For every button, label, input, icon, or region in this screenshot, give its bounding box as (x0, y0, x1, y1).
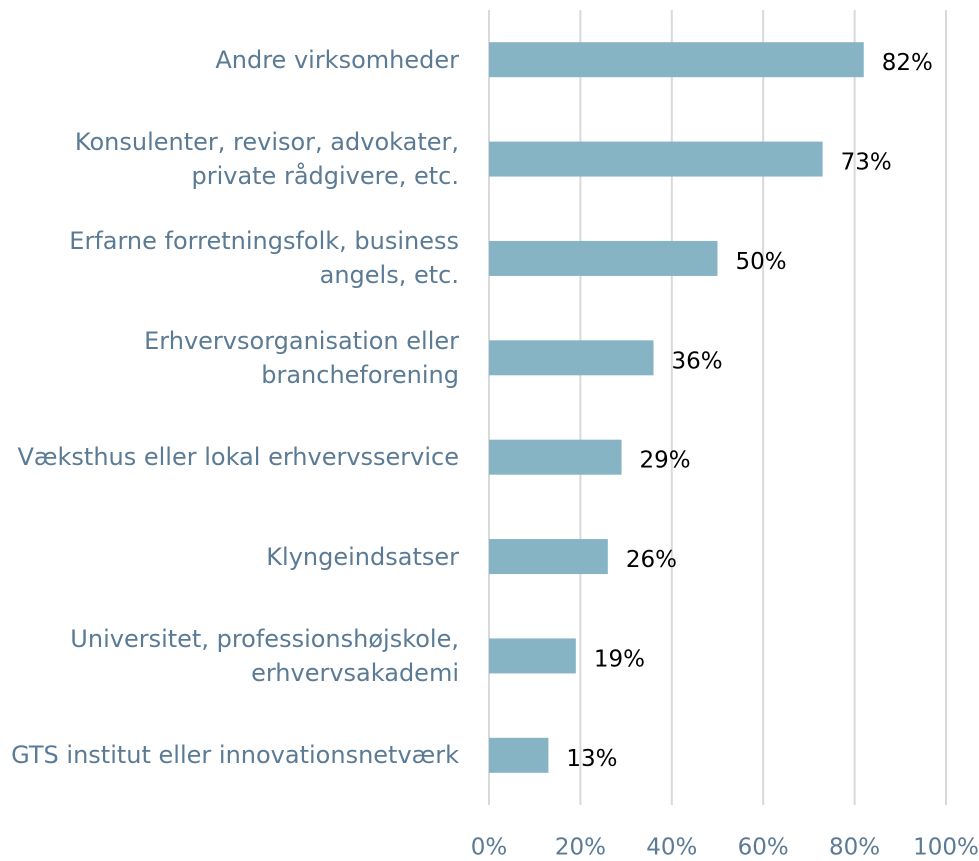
data-label: 13% (566, 746, 617, 772)
y-tick-label: Erfarne forretningsfolk, business angels… (69, 227, 459, 290)
y-tick-label: Væksthus eller lokal erhvervsservice (17, 443, 459, 472)
bar (489, 439, 622, 475)
bar (489, 638, 576, 674)
x-tick-label: 20% (555, 835, 606, 861)
bar (489, 737, 549, 773)
y-tick-label: Erhvervsorganisation eller brancheforeni… (144, 326, 459, 389)
data-label: 26% (626, 547, 677, 573)
data-label: 73% (841, 150, 892, 176)
bar (489, 42, 864, 78)
y-tick-label: Andre virksomheder (215, 45, 459, 74)
x-tick-label: 0% (471, 835, 508, 861)
y-tick-label: Konsulenter, revisor, advokater, private… (74, 128, 459, 191)
data-label: 19% (594, 646, 645, 672)
x-tick-label: 100% (913, 835, 979, 861)
y-tick-label: Universitet, professionshøjskole, erhver… (70, 624, 459, 687)
bar (489, 240, 718, 276)
y-tick-label: GTS institut eller innovationsnetværk (11, 741, 459, 770)
data-label: 82% (882, 50, 933, 76)
data-label: 29% (640, 448, 691, 474)
bar (489, 539, 608, 575)
y-tick-label: Klyngeindsatser (266, 542, 459, 571)
x-tick-label: 80% (829, 835, 880, 861)
bar (489, 340, 654, 376)
x-tick-label: 60% (738, 835, 789, 861)
x-tick-label: 40% (646, 835, 697, 861)
data-label: 36% (672, 348, 723, 374)
bar (489, 141, 823, 177)
data-label: 50% (736, 249, 787, 275)
